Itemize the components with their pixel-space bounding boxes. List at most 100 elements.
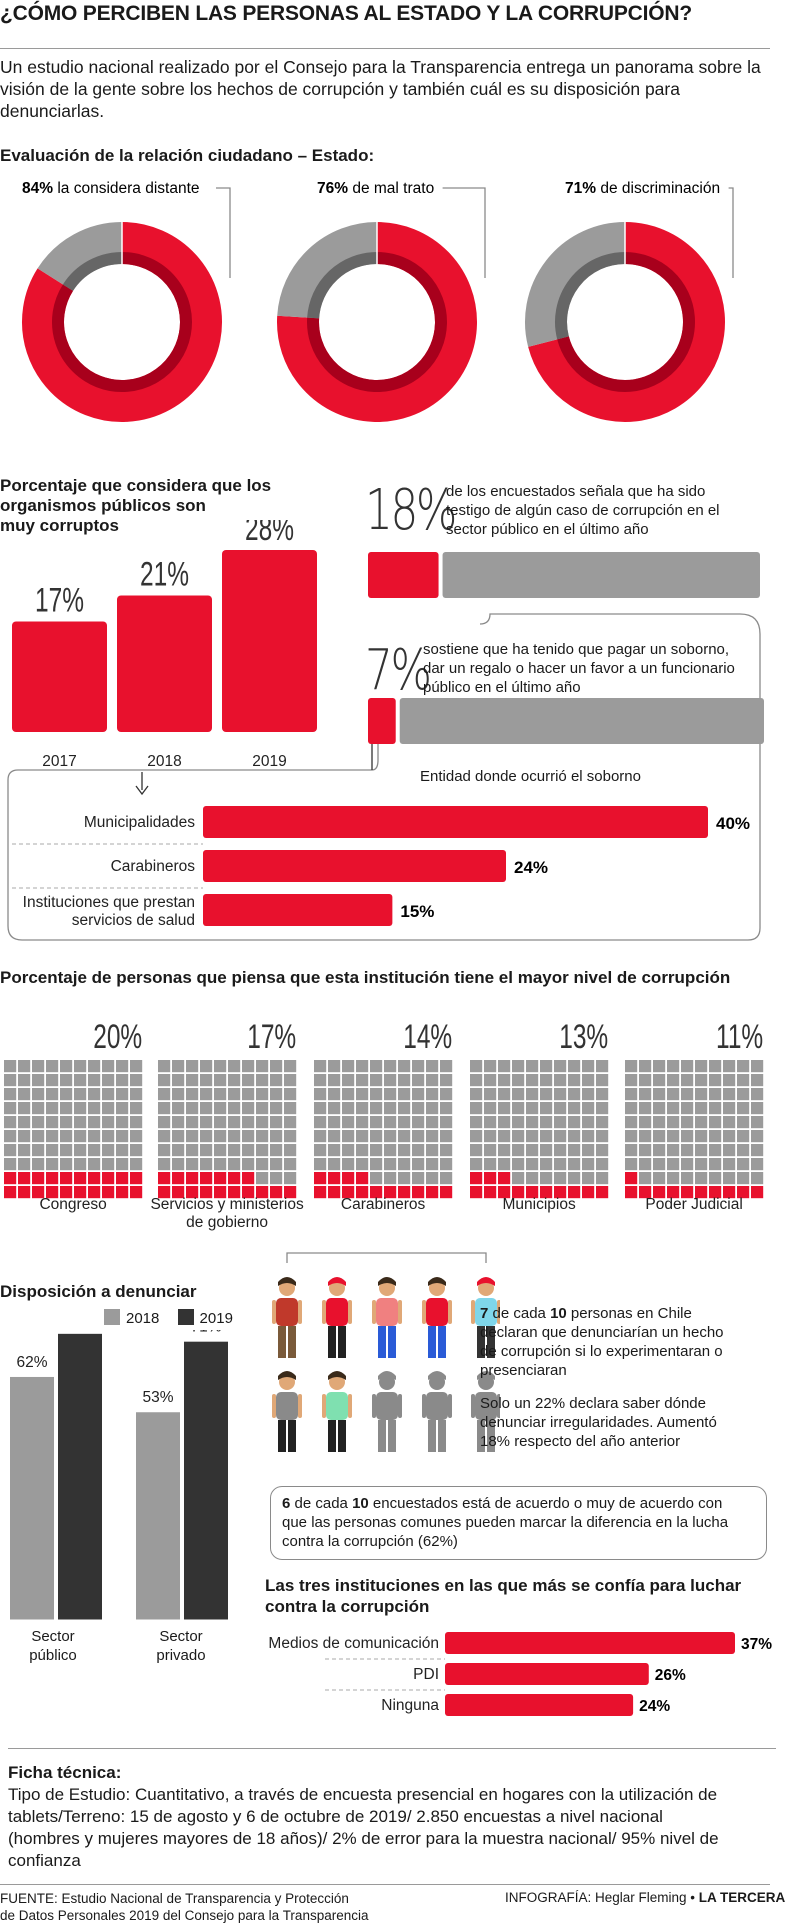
denounce-bar-2019 xyxy=(184,1341,228,1620)
waffle-cell xyxy=(667,1060,680,1073)
waffle-cell xyxy=(328,1144,341,1157)
waffle-cell xyxy=(384,1186,397,1199)
waffle-cell xyxy=(242,1172,255,1185)
waffle-cell xyxy=(228,1074,241,1087)
waffle-cell xyxy=(681,1088,694,1101)
waffle-cell xyxy=(681,1074,694,1087)
waffle-cell xyxy=(667,1186,680,1199)
waffle-cell xyxy=(88,1102,101,1115)
corrupt-bar-label: 21% xyxy=(140,556,189,594)
waffle-cell xyxy=(625,1172,638,1185)
waffle-cell xyxy=(328,1186,341,1199)
cat-public: Sector público xyxy=(29,1628,77,1664)
waffle-cell xyxy=(328,1102,341,1115)
waffle-cell xyxy=(158,1116,171,1129)
waffle-cell xyxy=(130,1130,143,1143)
waffle-cell xyxy=(88,1116,101,1129)
waffle-cell xyxy=(314,1116,327,1129)
waffle-cell xyxy=(498,1116,511,1129)
donut-inner-ring-main xyxy=(307,252,447,392)
waffle-cell xyxy=(88,1060,101,1073)
waffle-cell xyxy=(370,1172,383,1185)
waffle-cell xyxy=(4,1158,17,1171)
waffle-cell xyxy=(667,1074,680,1087)
waffle-cell xyxy=(596,1060,609,1073)
donut-leader-line xyxy=(442,187,486,278)
corrupt-year-label: 2017 xyxy=(42,753,76,770)
waffle-cell xyxy=(46,1060,59,1073)
waffle-cell xyxy=(512,1102,525,1115)
entity-bar xyxy=(203,806,708,838)
waffle-cell xyxy=(426,1116,439,1129)
waffle-cell xyxy=(526,1158,539,1171)
waffle-cell xyxy=(60,1130,73,1143)
waffle-cell xyxy=(32,1074,45,1087)
waffle-cell xyxy=(440,1172,453,1185)
waffle-cell xyxy=(158,1102,171,1115)
person-leg-icon xyxy=(477,1420,485,1452)
waffle-cell xyxy=(88,1074,101,1087)
waffle-cell xyxy=(582,1130,595,1143)
waffle-cell xyxy=(370,1144,383,1157)
waffle-cell xyxy=(653,1186,666,1199)
waffle-cell xyxy=(370,1074,383,1087)
waffle-cell xyxy=(4,1144,17,1157)
legend-2019: 2019 xyxy=(199,1310,233,1327)
waffle-cell xyxy=(653,1144,666,1157)
waffle-cell xyxy=(751,1074,764,1087)
waffle-cell xyxy=(426,1102,439,1115)
waffle-cell xyxy=(116,1116,129,1129)
person-body-icon xyxy=(326,1298,348,1326)
credit: INFOGRAFÍA: Heglar Fleming • LA TERCERA xyxy=(505,1890,786,1905)
waffle-cell xyxy=(116,1074,129,1087)
waffle-cell xyxy=(172,1102,185,1115)
donut-slice-rest xyxy=(277,222,378,320)
corrupt-bar xyxy=(222,550,317,732)
donut-slice-main xyxy=(22,222,222,422)
waffle-cell xyxy=(470,1130,483,1143)
waffle-cell xyxy=(596,1088,609,1101)
waffle-cell xyxy=(412,1088,425,1101)
waffle-cell xyxy=(328,1060,341,1073)
waffle-cell xyxy=(751,1060,764,1073)
person-body-icon xyxy=(426,1392,448,1420)
person-leg-icon xyxy=(438,1326,446,1358)
waffle-cell xyxy=(540,1060,553,1073)
waffle-cell xyxy=(228,1116,241,1129)
waffle-cell xyxy=(46,1158,59,1171)
waffle-cell xyxy=(4,1088,17,1101)
person-hair-icon xyxy=(378,1277,396,1286)
person-body-icon xyxy=(326,1392,348,1420)
denounce-bar-2018 xyxy=(10,1376,54,1620)
waffle-cell xyxy=(284,1130,297,1143)
waffle-cell xyxy=(625,1102,638,1115)
waffle-cell xyxy=(60,1116,73,1129)
person-leg-icon xyxy=(338,1420,346,1452)
trust-bar xyxy=(445,1694,634,1716)
waffle-cell xyxy=(370,1186,383,1199)
legend-swatch-2018 xyxy=(104,1309,120,1325)
divider xyxy=(8,1748,776,1749)
waffle-cell xyxy=(625,1060,638,1073)
waffle-cell xyxy=(470,1144,483,1157)
person-head-icon xyxy=(478,1280,494,1296)
waffle-cell xyxy=(102,1144,115,1157)
waffle-cell xyxy=(639,1074,652,1087)
waffle-cell xyxy=(256,1158,269,1171)
waffle-cell xyxy=(384,1172,397,1185)
waffle-cell xyxy=(398,1102,411,1115)
waffle-cell xyxy=(342,1060,355,1073)
waffle-cell xyxy=(681,1116,694,1129)
waffle-cell xyxy=(582,1158,595,1171)
waffle-cell xyxy=(228,1060,241,1073)
waffle-cell xyxy=(186,1186,199,1199)
waffle-cell xyxy=(625,1130,638,1143)
waffle-cell xyxy=(130,1088,143,1101)
waffle-cell xyxy=(328,1074,341,1087)
waffle-cell xyxy=(200,1116,213,1129)
waffle-cell xyxy=(596,1144,609,1157)
entity-bar-label: 40% xyxy=(716,814,750,833)
intro-text: Un estudio nacional realizado por el Con… xyxy=(0,57,761,121)
waffle-cell xyxy=(596,1102,609,1115)
waffle-cell xyxy=(512,1088,525,1101)
